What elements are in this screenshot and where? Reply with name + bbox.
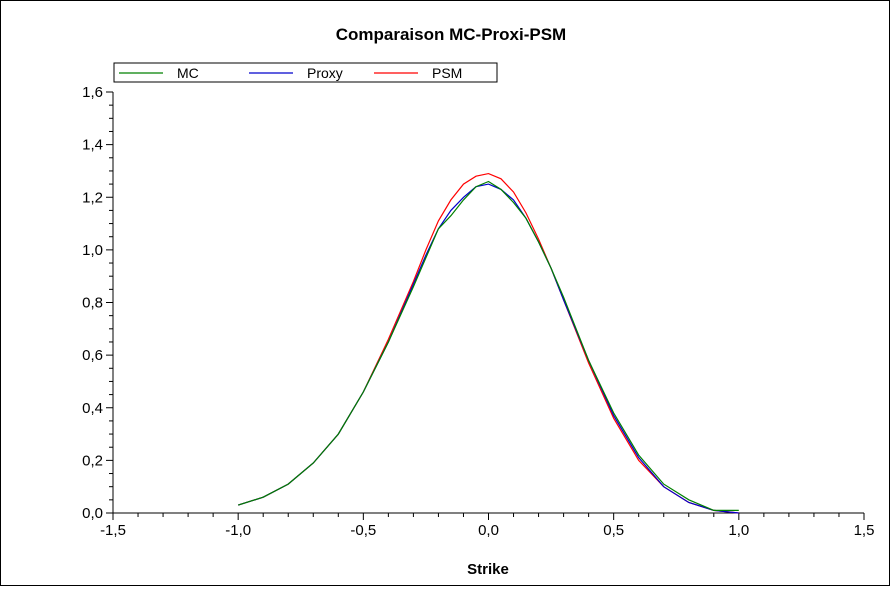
y-tick-label: 1,6 — [82, 84, 103, 101]
legend-label-psm: PSM — [432, 65, 462, 81]
series-line-psm — [238, 172, 739, 514]
y-tick-label: 0,6 — [82, 347, 103, 364]
legend-label-mc: MC — [177, 65, 199, 81]
legend: MC Proxy PSM — [113, 62, 498, 83]
series-line-mc — [238, 180, 739, 511]
y-tick-label: 0,0 — [82, 505, 103, 522]
x-tick-label: 0,5 — [603, 522, 624, 539]
x-tick-label: -1,0 — [225, 522, 251, 539]
axes — [112, 92, 864, 514]
legend-box — [113, 62, 498, 83]
x-axis-title: Strike — [467, 561, 509, 578]
series-lines — [238, 172, 739, 514]
y-tick-label: 1,2 — [82, 189, 103, 206]
x-tick-label: 1,0 — [728, 522, 749, 539]
x-ticks: -1,5 -1,0 -0,5 0,0 0,5 1,0 1,5 — [100, 513, 874, 539]
x-tick-label: 1,5 — [854, 522, 875, 539]
y-tick-label: 1,0 — [82, 242, 103, 259]
chart-title: Comparaison MC-Proxi-PSM — [336, 25, 566, 44]
legend-label-proxy: Proxy — [307, 65, 343, 81]
y-tick-label: 0,8 — [82, 295, 103, 312]
y-tick-label: 0,2 — [82, 452, 103, 469]
y-tick-label: 1,4 — [82, 137, 103, 154]
x-tick-label: -1,5 — [100, 522, 126, 539]
x-tick-label: 0,0 — [478, 522, 499, 539]
x-tick-label: -0,5 — [350, 522, 376, 539]
y-tick-label: 0,4 — [82, 400, 103, 417]
y-ticks: 0,0 0,2 0,4 0,6 0,8 1,0 1,2 1,4 1,6 — [82, 84, 113, 522]
